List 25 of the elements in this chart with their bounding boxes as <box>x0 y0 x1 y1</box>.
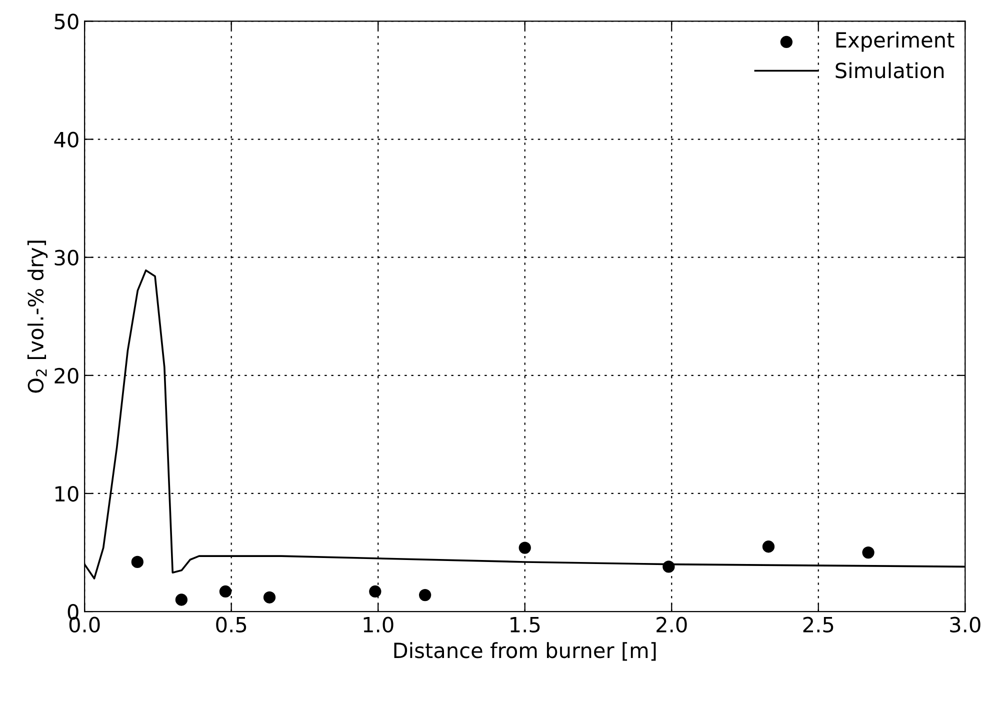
x-tick-label: 2.5 <box>803 616 834 633</box>
x-tick-label: 0.5 <box>216 616 246 633</box>
legend-label: Simulation <box>836 62 944 78</box>
point <box>762 540 775 553</box>
point <box>175 594 188 606</box>
x-tick-label: 1.0 <box>364 616 394 633</box>
point <box>263 591 276 604</box>
y-axis-title: O$_{2}$ [vol.-% dry] <box>27 240 48 393</box>
point <box>131 556 144 568</box>
point <box>862 546 874 559</box>
y-tick-label: 50 <box>54 14 78 30</box>
point <box>219 585 232 598</box>
y-tick-label: 40 <box>54 132 78 148</box>
y-tick-label: 10 <box>55 486 78 502</box>
point <box>518 542 531 554</box>
x-axis-title: Distance from burner [m] <box>394 642 656 661</box>
legend-label: Experiment <box>836 32 954 52</box>
y-tick-label: 30 <box>54 250 78 266</box>
x-tick-label: 1.5 <box>510 617 540 633</box>
point <box>369 585 382 598</box>
point <box>418 588 432 602</box>
y-tick-label: 20 <box>54 368 78 384</box>
point <box>662 560 675 573</box>
x-tick-label: 2.0 <box>656 616 687 633</box>
x-tick-label: 3.0 <box>950 616 980 633</box>
